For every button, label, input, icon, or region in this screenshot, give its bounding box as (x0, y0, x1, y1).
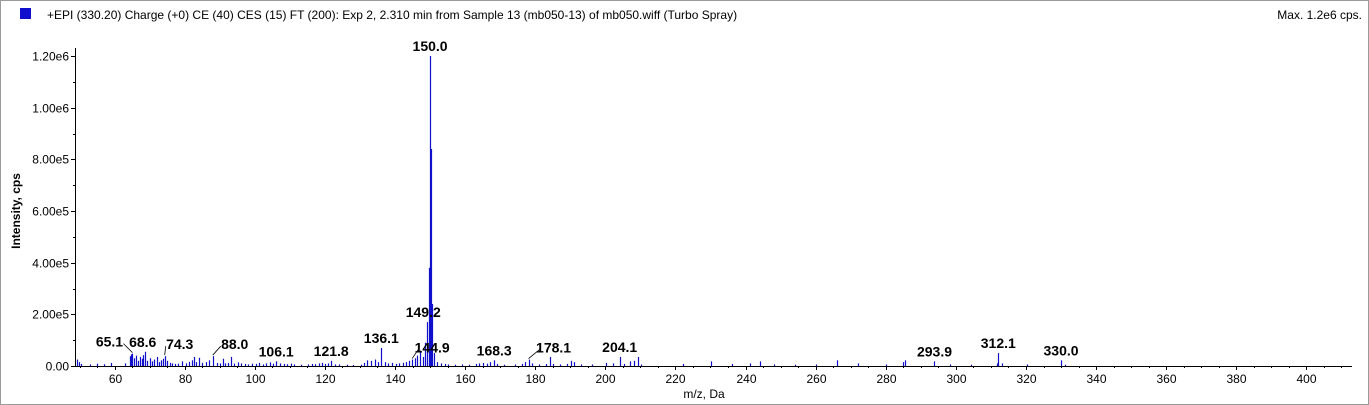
peaks-layer (76, 56, 1067, 366)
x-tick-label: 340 (1086, 372, 1106, 386)
peak-label-leader (123, 343, 133, 353)
peak-label: 330.0 (1044, 342, 1079, 358)
x-tick-label: 220 (665, 372, 685, 386)
x-tick-label: 260 (806, 372, 826, 386)
y-tick-label: 6.00e5 (32, 205, 69, 219)
peak-label: 136.1 (364, 330, 399, 346)
peak-label-leader (212, 345, 222, 356)
peak-label: 65.1 (96, 334, 123, 350)
peak-label: 204.1 (602, 339, 637, 355)
x-tick-label: 320 (1016, 372, 1036, 386)
x-tick-label: 280 (876, 372, 896, 386)
x-axis-title: m/z, Da (683, 387, 725, 401)
peak-label: 68.6 (129, 334, 156, 350)
peak-label: 121.8 (314, 343, 349, 359)
y-tick-label: 4.00e5 (32, 257, 69, 271)
x-tick-label: 240 (736, 372, 756, 386)
x-ticks: 60 80 100 120 140 160 180 200 220 240 260 280 300 320… (80, 366, 1342, 386)
x-tick-label: 360 (1156, 372, 1176, 386)
chart-header-title: +EPI (330.20) Charge (+0) CE (40) CES (1… (47, 8, 738, 22)
y-tick-label: 8.00e5 (32, 153, 69, 167)
x-tick-label: 400 (1296, 372, 1316, 386)
peak-label: 150.0 (413, 38, 448, 54)
peak-label: 312.1 (981, 335, 1016, 351)
peak-labels: 65.1 68.6 74.3 88.0 106.1 121.8 136.1 144.9 149.… (96, 38, 1079, 359)
peak-label: 88.0 (221, 336, 248, 352)
y-tick-label: 0.00 (46, 360, 70, 374)
max-intensity-label: Max. 1.2e6 cps. (1277, 8, 1362, 22)
peak-label: 106.1 (259, 343, 294, 359)
x-tick-label: 120 (315, 372, 335, 386)
y-tick-label: 1.20e6 (32, 50, 69, 64)
peak-label-leader (411, 349, 419, 359)
x-tick-label: 200 (595, 372, 615, 386)
y-tick-label: 2.00e5 (32, 308, 69, 322)
x-tick-label: 140 (385, 372, 405, 386)
peak-label: 74.3 (166, 336, 193, 352)
y-ticks: 0.00 2.00e5 4.00e5 6.00e5 8.00e5 1.00e6 1.20e6 (32, 50, 76, 374)
peak-label: 293.9 (917, 343, 952, 359)
x-tick-label: 100 (245, 372, 265, 386)
x-tick-label: 160 (455, 372, 475, 386)
x-tick-label: 180 (525, 372, 545, 386)
peak-label-leader (164, 346, 167, 356)
x-tick-label: 300 (946, 372, 966, 386)
y-tick-label: 1.00e6 (32, 102, 69, 116)
peak-label-leader (528, 349, 540, 359)
peak-label: 178.1 (536, 340, 571, 356)
peak-label: 149.2 (406, 304, 441, 320)
x-tick-label: 80 (179, 372, 193, 386)
axes-layer (75, 48, 1352, 367)
series-legend-swatch (20, 8, 31, 19)
peak-label: 144.9 (415, 340, 450, 356)
peak-label: 168.3 (477, 342, 512, 358)
x-tick-label: 60 (109, 372, 123, 386)
y-axis-title: Intensity, cps (9, 173, 23, 249)
x-tick-label: 380 (1226, 372, 1246, 386)
